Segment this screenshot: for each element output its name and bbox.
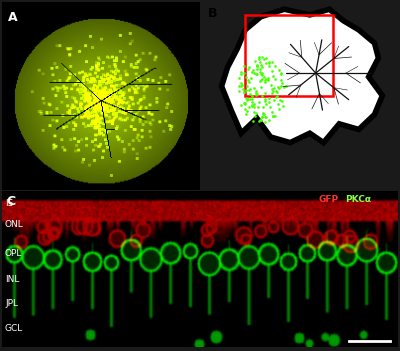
Text: JPL: JPL (5, 299, 18, 308)
Text: PKCα: PKCα (346, 196, 372, 205)
Text: C: C (6, 196, 15, 208)
Text: GCL: GCL (5, 324, 23, 333)
Text: GFP: GFP (319, 196, 339, 205)
Text: IS: IS (5, 199, 13, 208)
Text: A: A (8, 11, 18, 24)
Text: OPL: OPL (5, 249, 22, 258)
Polygon shape (222, 9, 382, 143)
Text: INL: INL (5, 275, 19, 284)
Text: B: B (208, 7, 217, 20)
Bar (245, 15, 333, 95)
Text: ONL: ONL (5, 220, 24, 229)
